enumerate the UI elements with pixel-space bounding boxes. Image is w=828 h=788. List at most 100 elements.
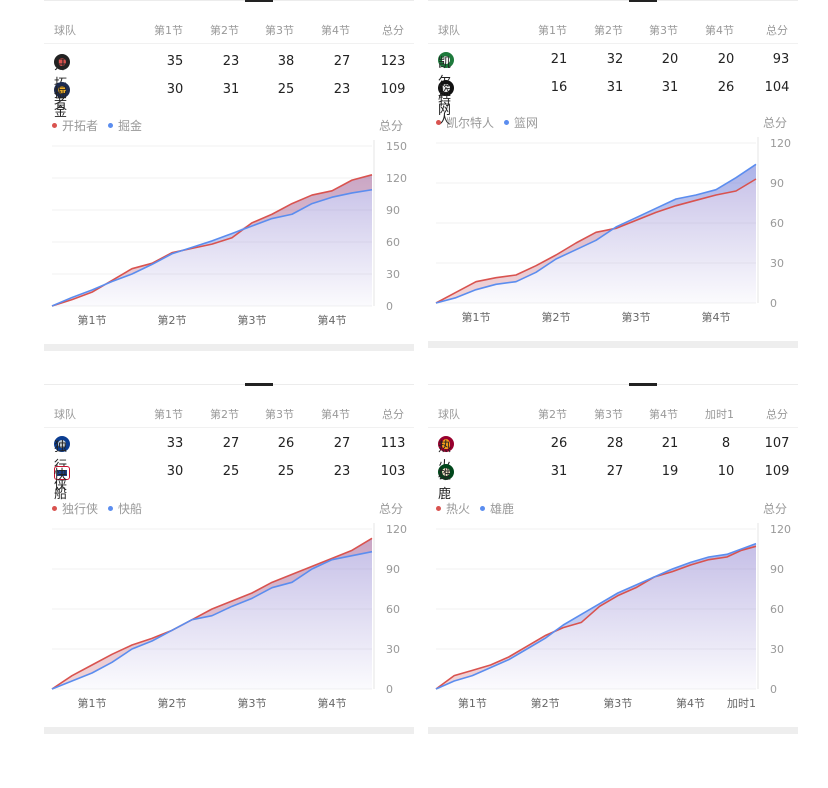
score-table-header: 球队 第2节 第3节 第4节 加时1 总分 (428, 406, 798, 422)
x-tick-label: 第1节 (78, 696, 107, 710)
active-tab-indicator[interactable] (245, 383, 273, 386)
team-row[interactable]: 雄鹿 31 27 19 10 109 (428, 464, 798, 502)
legend-dot-away (480, 506, 486, 511)
panel-divider (44, 727, 414, 734)
score-q2: 25 (222, 464, 240, 479)
chart-legend: 独行侠 快船 (52, 500, 152, 517)
away-score-line (51, 188, 373, 307)
y-tick-label: 90 (770, 563, 784, 576)
legend-label-away: 雄鹿 (490, 502, 515, 516)
x-tick-label: 第1节 (78, 313, 107, 327)
score-total: 93 (772, 52, 790, 67)
header-q4: 第4节 (705, 24, 734, 37)
x-tick-label: 第4节 (318, 696, 347, 710)
active-tab-indicator[interactable] (629, 383, 657, 386)
score-total: 104 (764, 80, 790, 95)
y-tick-label: 0 (770, 683, 777, 696)
away-score-line (435, 163, 757, 304)
lead-fill-segment (212, 601, 232, 616)
x-tick-label: 第3节 (238, 696, 267, 710)
chart-legend: 开拓者 掘金 (52, 117, 152, 134)
header-q1: 第1节 (154, 24, 183, 37)
lead-fill-segment (516, 265, 536, 282)
away-score-line (435, 542, 757, 690)
heat-logo-icon (438, 436, 454, 452)
lead-fill-segment (576, 232, 596, 250)
tab-underline (428, 384, 798, 385)
team-row[interactable]: 篮网 16 31 31 26 104 (428, 80, 798, 118)
team-name: 掘金 (54, 86, 68, 120)
panel-divider (44, 344, 414, 351)
nuggets-logo-icon (54, 82, 70, 98)
team-name: 凯尔特人 (438, 56, 452, 128)
header-q2: 第2节 (210, 408, 239, 421)
y-tick-label: 0 (770, 297, 777, 310)
active-tab-indicator[interactable] (245, 0, 273, 2)
score-ot1: 10 (717, 464, 735, 479)
header-q4: 第4节 (321, 408, 350, 421)
y-tick-label: 0 (386, 683, 393, 696)
clippers-logo-icon (54, 466, 70, 480)
header-q2: 第2节 (594, 24, 623, 37)
y-tick-label: 0 (386, 300, 393, 313)
lead-fill-segment (252, 582, 272, 599)
active-tab-indicator[interactable] (629, 0, 657, 2)
header-q2: 第2节 (538, 408, 567, 421)
score-q1: 33 (166, 436, 184, 451)
header-total: 总分 (382, 24, 404, 37)
header-divider (428, 427, 798, 428)
lead-fill-segment (72, 665, 92, 681)
y-tick-label: 30 (770, 257, 784, 270)
x-tick-label: 第3节 (622, 310, 651, 324)
game-panel-4: 球队 第2节 第3节 第4节 加时1 总分 热火 26 28 21 8 107 … (428, 383, 798, 736)
lead-fill-segment (556, 243, 576, 259)
lead-fill-segment (736, 164, 756, 191)
home-score-line (435, 178, 757, 304)
y-tick-label: 30 (386, 268, 400, 281)
legend-dot-away (504, 120, 510, 125)
team-row[interactable]: 凯尔特人 21 32 20 20 93 (428, 52, 798, 128)
lead-fill-segment (112, 645, 132, 663)
nets-logo-icon (438, 80, 454, 96)
score-chart: 0 30 60 90 120 第1节 第2节 第3节 第4节 (51, 523, 407, 710)
score-q3: 28 (606, 436, 624, 451)
team-row[interactable]: 快船 30 25 25 23 103 (44, 464, 414, 502)
score-q2: 32 (606, 52, 624, 67)
score-q1: 30 (166, 464, 184, 479)
header-divider (44, 43, 414, 44)
lead-fill-segment (536, 255, 556, 273)
score-q2: 31 (550, 464, 568, 479)
y-axis-label: 总分 (379, 502, 404, 516)
legend-label-away: 快船 (118, 502, 143, 516)
score-q4: 23 (333, 82, 351, 97)
header-q4: 第4节 (321, 24, 350, 37)
home-score-line (435, 545, 757, 690)
score-q2: 31 (606, 80, 624, 95)
score-q1: 16 (550, 80, 568, 95)
lead-fill-segment (92, 654, 112, 673)
team-row[interactable]: 独行侠 33 27 26 27 113 (44, 436, 414, 493)
y-tick-label: 30 (770, 643, 784, 656)
team-row[interactable]: 掘金 30 31 25 23 109 (44, 82, 414, 120)
score-q3: 38 (277, 54, 295, 69)
score-q1: 30 (166, 82, 184, 97)
y-tick-label: 60 (386, 603, 400, 616)
lead-fill-segment (292, 195, 312, 215)
header-total: 总分 (766, 408, 788, 421)
lead-fill-segment (456, 281, 476, 298)
header-team: 球队 (54, 24, 76, 37)
header-q1: 第1节 (538, 24, 567, 37)
legend-dot-home (436, 506, 441, 511)
score-q1: 35 (166, 54, 184, 69)
team-row[interactable]: 热火 26 28 21 8 107 (428, 436, 798, 474)
y-tick-label: 120 (386, 523, 407, 536)
legend-dot-home (436, 120, 441, 125)
score-q3: 25 (277, 464, 295, 479)
header-q1: 第1节 (154, 408, 183, 421)
panel-divider (428, 727, 798, 734)
lead-fill-segment (272, 574, 292, 588)
mavericks-logo-icon (54, 436, 70, 452)
header-q4: 第4节 (649, 408, 678, 421)
team-row[interactable]: 开拓者 35 23 38 27 123 (44, 54, 414, 111)
header-team: 球队 (54, 408, 76, 421)
